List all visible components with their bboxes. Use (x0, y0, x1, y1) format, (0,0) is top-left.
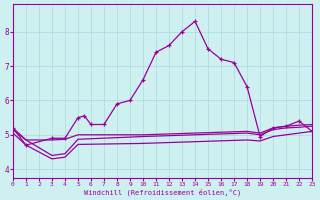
X-axis label: Windchill (Refroidissement éolien,°C): Windchill (Refroidissement éolien,°C) (84, 188, 241, 196)
